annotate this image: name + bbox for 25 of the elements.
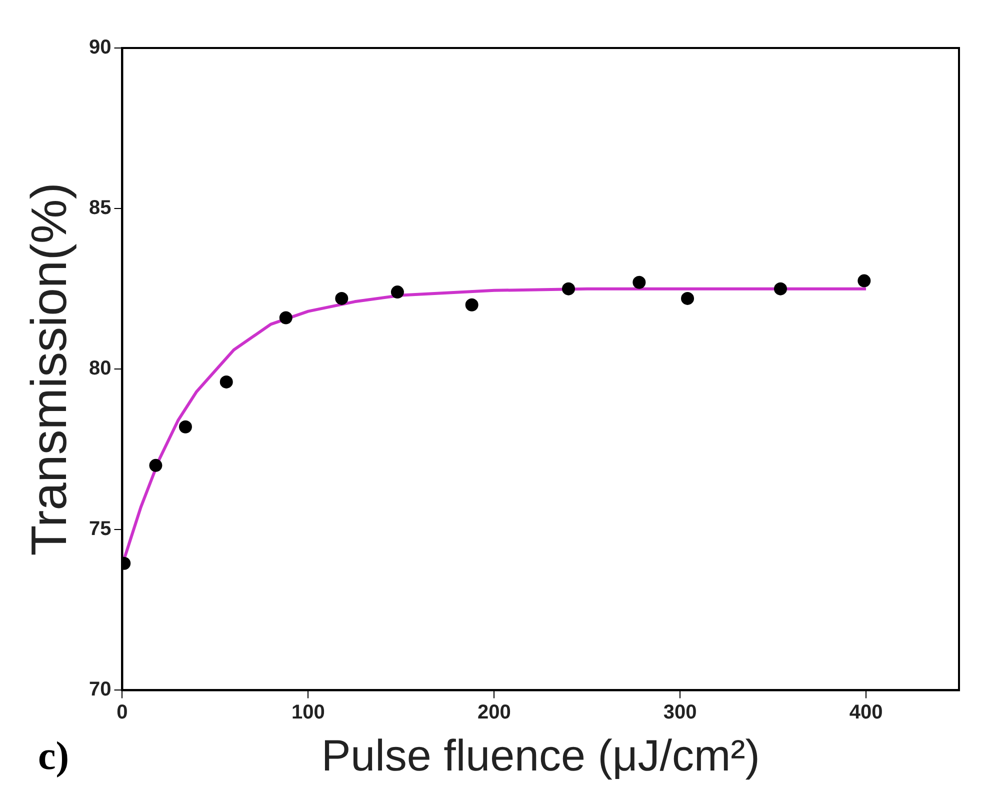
point bbox=[681, 292, 694, 305]
y-tick-label: 85 bbox=[88, 197, 112, 220]
point bbox=[774, 282, 787, 296]
x-tick-label: 400 bbox=[849, 702, 883, 724]
x-tick-label: 200 bbox=[477, 702, 511, 724]
point bbox=[858, 274, 871, 288]
x-tick-label: 0 bbox=[116, 702, 128, 724]
point bbox=[632, 276, 646, 289]
point bbox=[220, 375, 233, 388]
point bbox=[335, 292, 348, 305]
y-axis-title: Transmission(%) bbox=[20, 182, 77, 556]
point bbox=[149, 458, 162, 472]
x-tick-label: 300 bbox=[663, 702, 697, 724]
point bbox=[390, 286, 404, 299]
point bbox=[178, 420, 192, 434]
point bbox=[465, 298, 478, 312]
point bbox=[279, 311, 292, 324]
text: c) bbox=[38, 733, 70, 778]
x-axis-title: Pulse fluence (μJ/cm²) bbox=[321, 732, 760, 781]
x-tick-label: 100 bbox=[292, 702, 325, 724]
y-tick-label: 90 bbox=[88, 36, 112, 59]
y-tick-label: 75 bbox=[88, 518, 112, 540]
point bbox=[562, 282, 576, 296]
y-tick-label: 80 bbox=[88, 358, 112, 380]
y-tick-label: 70 bbox=[88, 678, 112, 701]
